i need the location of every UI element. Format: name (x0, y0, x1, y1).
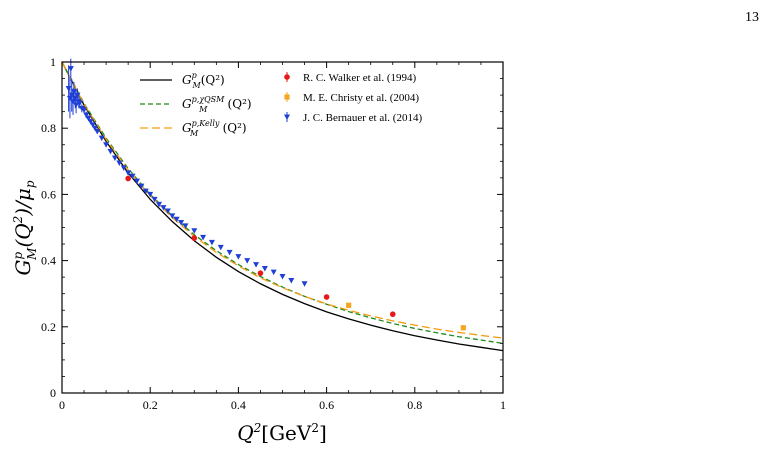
y-tick-label: 0.2 (41, 320, 56, 334)
legend-label-4: M. E. Christy et al. (2004) (303, 92, 419, 104)
data-point-4 (346, 302, 352, 308)
y-tick-label: 0.4 (41, 254, 56, 268)
data-point-5 (191, 228, 198, 234)
data-point-5 (208, 239, 215, 246)
data-point-5 (156, 201, 163, 208)
data-point-5 (65, 85, 72, 92)
series-line-1 (62, 62, 503, 344)
data-point-5 (217, 244, 224, 251)
data-point-5 (288, 277, 295, 284)
data-point-5 (182, 223, 189, 229)
data-point-5 (169, 213, 176, 219)
curves-layer (62, 62, 503, 352)
data-point-5 (173, 216, 180, 223)
x-tick-label: 0.8 (407, 398, 422, 412)
data-point-5 (138, 183, 145, 190)
y-tick-label: 0 (50, 386, 56, 400)
y-tick-label: 0.8 (41, 121, 56, 135)
legend-label-1: Gp,χQSM M (Q²) (182, 95, 252, 114)
legend-label-2: Gp,Kelly M (Q²) (182, 119, 247, 138)
legend-label-5: J. C. Bernauer et al. (2014) (303, 112, 422, 124)
series-line-2 (62, 62, 503, 339)
data-point-5 (133, 178, 140, 185)
data-point-3 (389, 311, 396, 318)
y-tick-label: 1 (50, 55, 56, 69)
data-point-5 (87, 119, 94, 125)
legend-marker-1 (284, 94, 290, 100)
data-point-5 (200, 234, 207, 241)
axis-ticks-layer: 0 0.2 0.4 0.6 0.8 1 0 0.2 0.4 0.6 0.8 1 (41, 55, 506, 412)
data-point-3 (191, 235, 198, 241)
x-tick-label: 0.2 (143, 398, 158, 412)
data-point-5 (151, 196, 158, 203)
data-point-5 (107, 148, 114, 155)
data-point-5 (116, 160, 123, 166)
data-point-5 (83, 112, 90, 118)
data-point-5 (164, 208, 171, 214)
x-tick-label: 0.6 (319, 398, 334, 412)
data-point-5 (142, 188, 149, 195)
x-tick-label: 1 (500, 398, 506, 412)
data-point-5 (261, 266, 268, 272)
data-point-5 (76, 100, 83, 107)
y-axis-title: GpM(Q2)/μp (11, 180, 39, 275)
series-line-0 (62, 62, 503, 352)
x-tick-label: 0 (59, 398, 65, 412)
data-point-3 (257, 270, 264, 276)
data-point-5 (67, 66, 74, 72)
plot-frame (61, 61, 504, 394)
legend-marker-2 (284, 114, 290, 120)
legend: Gp M(Q²) Gp,χQSM M (Q²) Gp,Kelly M (Q²) R. C. Wa… (140, 71, 422, 138)
data-point-5 (178, 220, 185, 226)
data-point-5 (125, 170, 132, 176)
data-point-5 (70, 99, 77, 105)
data-point-5 (120, 165, 127, 171)
data-point-3 (125, 175, 131, 182)
legend-marker-0 (284, 74, 290, 80)
y-tick-label: 0.6 (41, 187, 56, 201)
data-point-5 (244, 258, 251, 264)
x-tick-label: 0.4 (231, 398, 246, 412)
data-point-5 (85, 115, 92, 122)
data-point-5 (92, 125, 99, 132)
data-point-3 (323, 294, 330, 300)
data-point-5 (226, 249, 233, 256)
page-number: 13 (745, 10, 759, 25)
data-point-5 (253, 262, 260, 268)
data-point-5 (270, 269, 277, 276)
data-point-5 (74, 92, 81, 99)
data-point-5 (73, 102, 80, 109)
data-point-4 (460, 325, 466, 331)
data-point-5 (111, 155, 118, 161)
data-point-5 (129, 173, 136, 180)
legend-label-0: Gp M(Q²) (182, 71, 225, 90)
data-points-layer (65, 58, 466, 331)
x-axis-title: Q2[GeV2] (237, 421, 327, 445)
data-point-5 (94, 129, 101, 135)
data-point-5 (147, 191, 154, 198)
data-point-5 (98, 135, 105, 142)
data-point-5 (301, 281, 308, 287)
data-point-5 (89, 122, 96, 128)
data-point-5 (72, 95, 79, 102)
data-point-5 (160, 205, 167, 211)
legend-label-3: R. C. Walker et al. (1994) (303, 72, 417, 84)
data-point-5 (235, 254, 242, 260)
data-point-5 (103, 142, 110, 148)
data-point-5 (279, 273, 286, 280)
data-point-5 (81, 107, 88, 113)
